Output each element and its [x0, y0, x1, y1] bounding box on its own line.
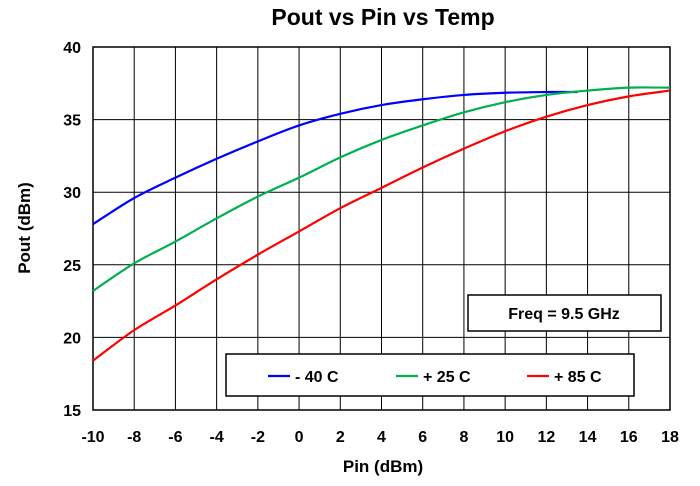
x-tick-label: 2 [336, 429, 345, 446]
legend-label: - 40 C [295, 369, 339, 386]
x-tick-label: 4 [377, 429, 386, 446]
annotation-text: Freq = 9.5 GHz [508, 306, 620, 323]
series-line [92, 89, 671, 362]
x-tick-labels: -10 -8 -6 -4 -2 0 2 4 6 8 10 12 14 16 18 [81, 429, 679, 446]
annotation-frame [467, 294, 662, 332]
legend: - 40 C + 25 C + 85 C [225, 353, 635, 397]
legend-label: + 25 C [423, 369, 471, 386]
series-lines [92, 86, 671, 362]
annotation-box: Freq = 9.5 GHz [467, 294, 662, 332]
x-tick-label: 10 [496, 429, 514, 446]
x-tick-label: -10 [81, 429, 104, 446]
x-tick-label: -4 [210, 429, 224, 446]
x-tick-label: 8 [459, 429, 468, 446]
y-tick-label: 30 [63, 185, 81, 202]
grid [92, 46, 671, 411]
y-tick-label: 40 [63, 40, 81, 57]
chart-title: Pout vs Pin vs Temp [271, 4, 494, 30]
y-tick-label: 25 [63, 258, 81, 275]
x-tick-label: 16 [620, 429, 638, 446]
y-tick-labels: 15 20 25 30 35 40 [63, 40, 81, 420]
y-axis-label: Pout (dBm) [15, 182, 34, 274]
series-line [92, 86, 671, 292]
plot-area-border [92, 46, 671, 411]
x-tick-label: -6 [168, 429, 182, 446]
y-tick-label: 20 [63, 330, 81, 347]
x-tick-label: 6 [418, 429, 427, 446]
x-tick-label: 14 [579, 429, 597, 446]
x-tick-label: 18 [661, 429, 679, 446]
x-tick-label: 0 [295, 429, 304, 446]
series-line [92, 90, 578, 226]
x-tick-label: -8 [127, 429, 141, 446]
y-tick-label: 35 [63, 113, 81, 130]
y-tick-label: 15 [63, 403, 81, 420]
x-tick-label: 12 [537, 429, 555, 446]
legend-label: + 85 C [554, 369, 602, 386]
x-tick-label: -2 [251, 429, 265, 446]
x-axis-label: Pin (dBm) [343, 457, 423, 476]
legend-frame [225, 353, 635, 397]
